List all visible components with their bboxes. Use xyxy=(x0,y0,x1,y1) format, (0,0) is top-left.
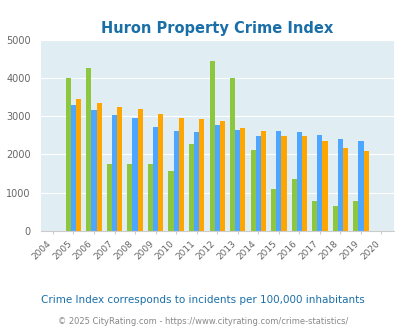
Bar xyxy=(260,131,265,231)
Bar xyxy=(275,131,281,231)
Bar xyxy=(281,136,286,231)
Bar xyxy=(66,78,71,231)
Bar xyxy=(296,132,301,231)
Bar xyxy=(127,164,132,231)
Bar xyxy=(137,109,143,231)
Bar xyxy=(199,119,204,231)
Bar xyxy=(91,111,96,231)
Bar xyxy=(311,201,317,231)
Bar xyxy=(291,179,296,231)
Bar xyxy=(147,164,153,231)
Bar xyxy=(322,141,327,231)
Bar xyxy=(255,136,260,231)
Bar xyxy=(158,114,163,231)
Bar xyxy=(173,131,178,231)
Bar xyxy=(96,103,101,231)
Bar xyxy=(219,121,224,231)
Bar xyxy=(352,201,358,231)
Bar xyxy=(240,128,245,231)
Bar xyxy=(168,171,173,231)
Bar xyxy=(76,99,81,231)
Bar xyxy=(214,125,219,231)
Bar xyxy=(250,150,255,231)
Bar xyxy=(230,78,234,231)
Bar xyxy=(342,148,347,231)
Bar xyxy=(301,136,306,231)
Bar xyxy=(132,118,137,231)
Text: © 2025 CityRating.com - https://www.cityrating.com/crime-statistics/: © 2025 CityRating.com - https://www.city… xyxy=(58,317,347,326)
Bar xyxy=(86,68,91,231)
Bar xyxy=(71,105,76,231)
Bar xyxy=(107,164,112,231)
Bar xyxy=(194,132,199,231)
Bar xyxy=(234,130,240,231)
Bar xyxy=(332,206,337,231)
Bar xyxy=(358,141,362,231)
Bar xyxy=(112,115,117,231)
Bar xyxy=(271,189,275,231)
Bar xyxy=(337,139,342,231)
Bar xyxy=(117,107,122,231)
Bar xyxy=(317,135,322,231)
Bar xyxy=(178,118,183,231)
Title: Huron Property Crime Index: Huron Property Crime Index xyxy=(101,21,333,36)
Bar xyxy=(362,150,368,231)
Bar xyxy=(209,61,214,231)
Text: Crime Index corresponds to incidents per 100,000 inhabitants: Crime Index corresponds to incidents per… xyxy=(41,295,364,305)
Bar xyxy=(153,127,158,231)
Bar xyxy=(188,144,194,231)
